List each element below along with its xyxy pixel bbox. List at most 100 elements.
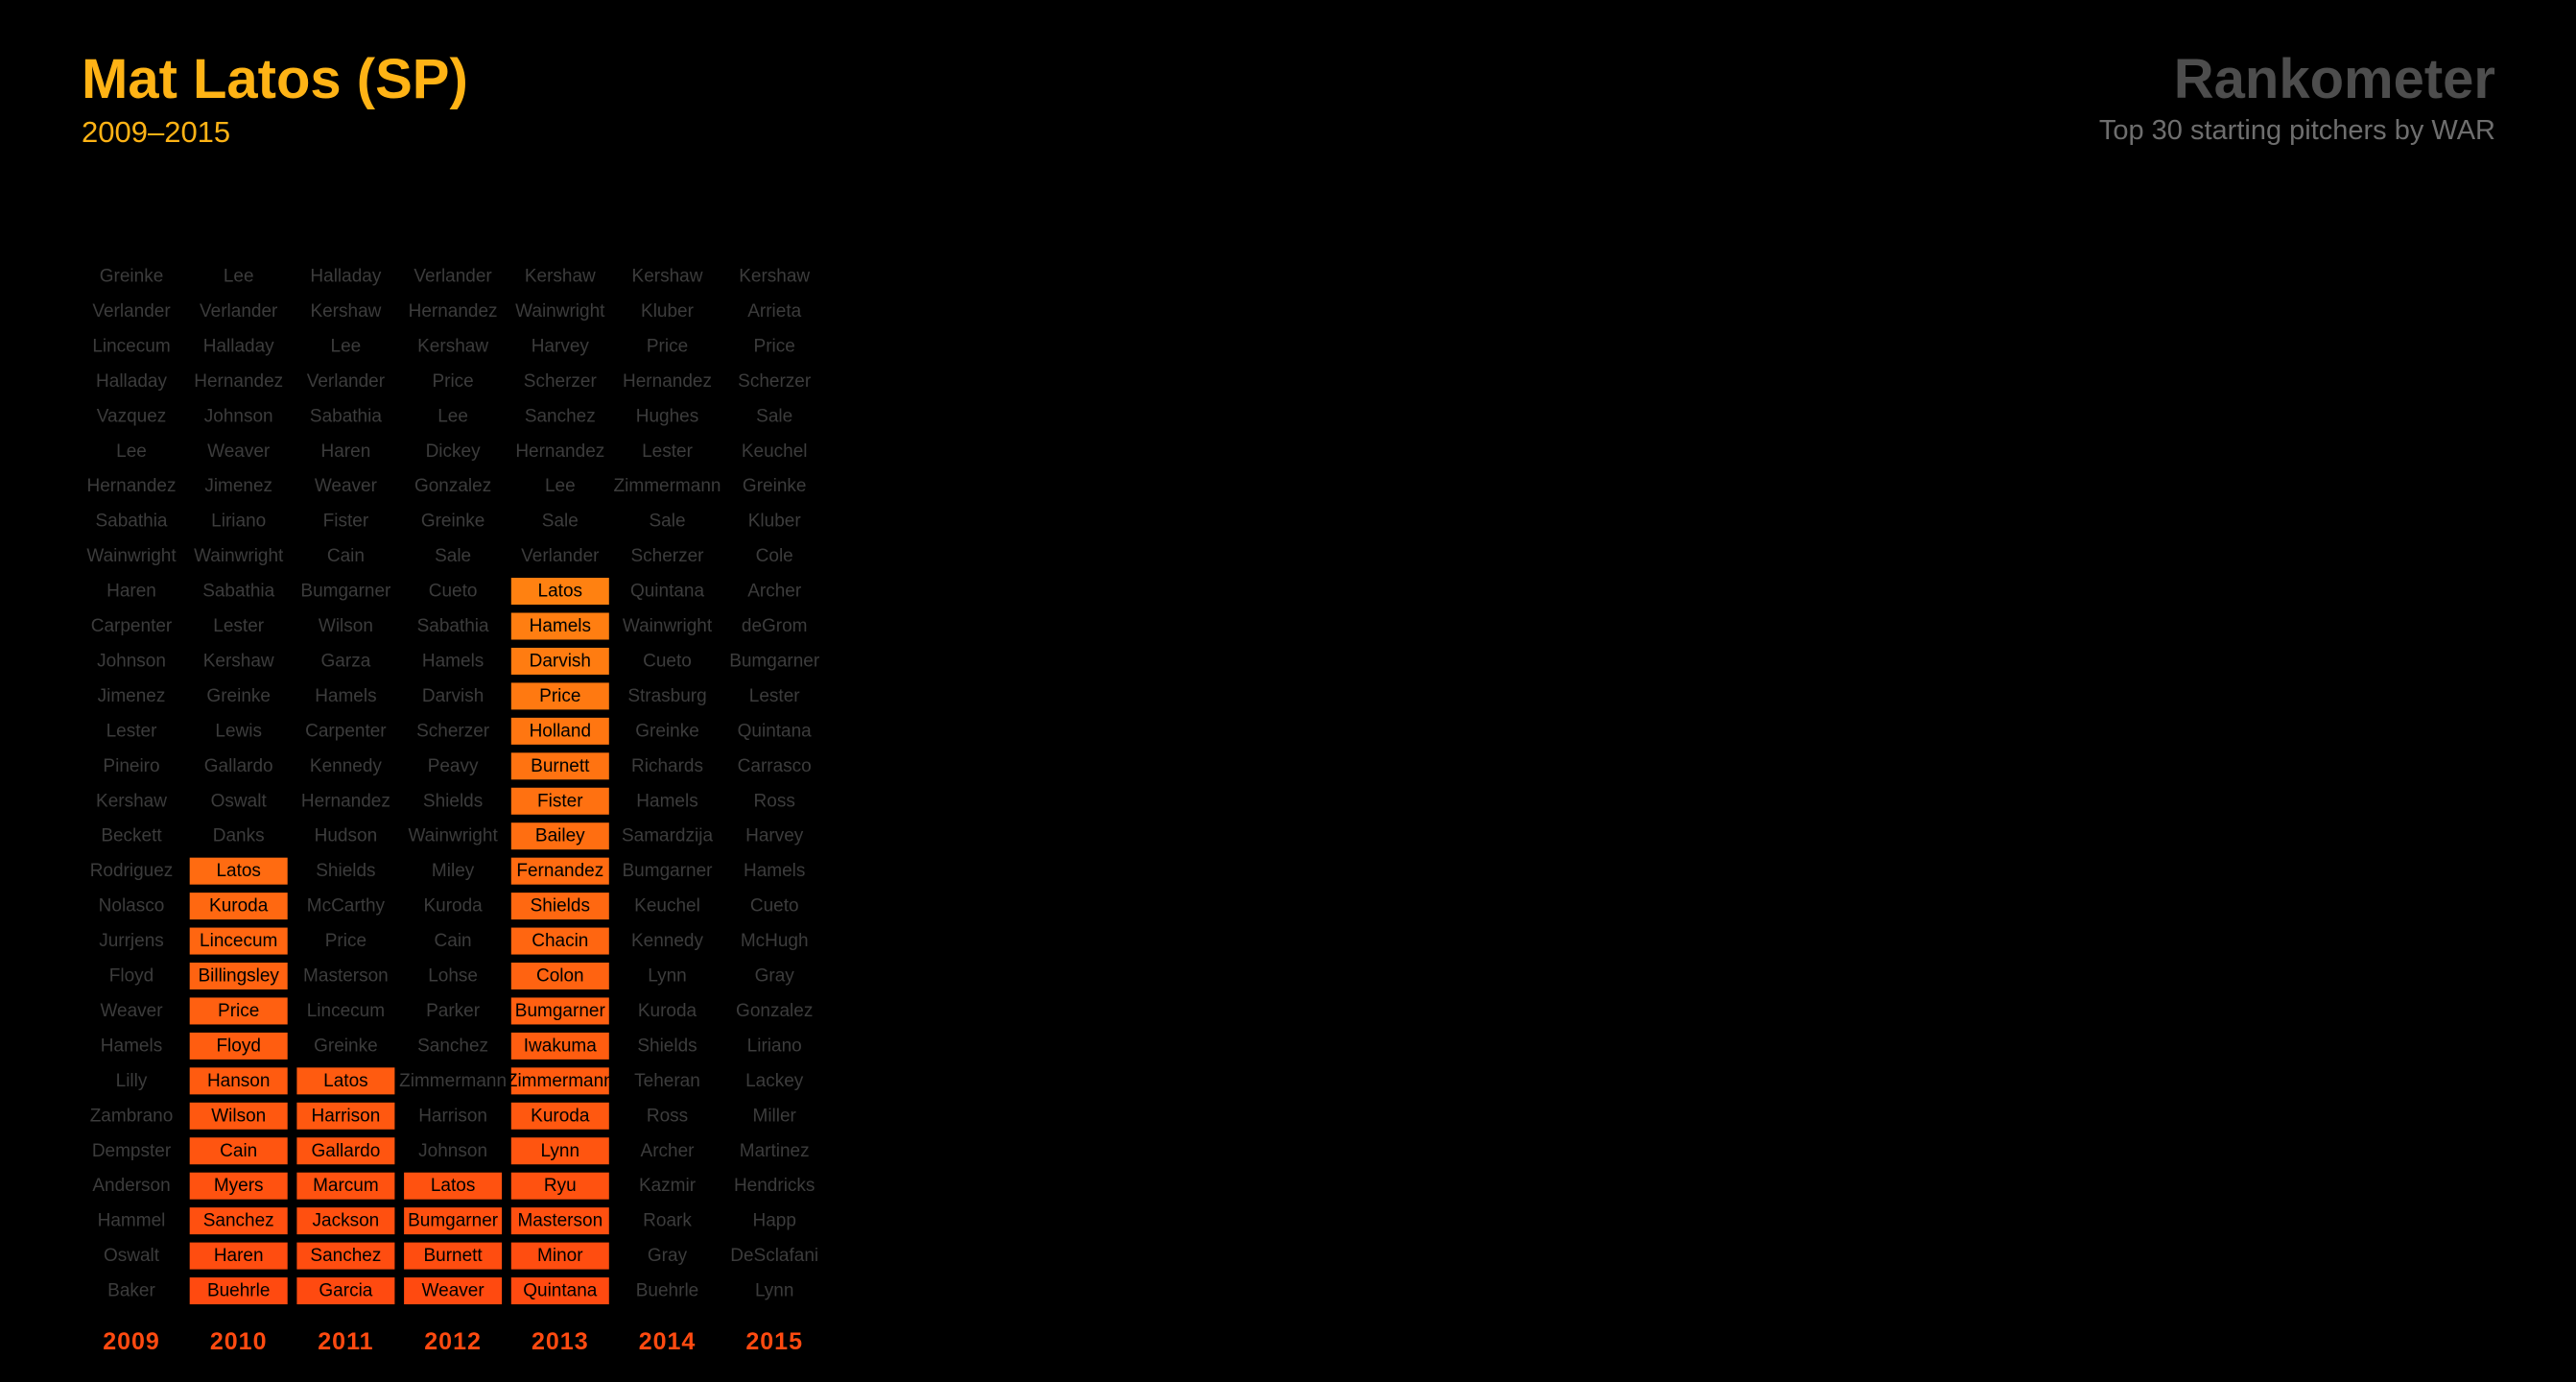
pitcher-name: Keuchel	[742, 441, 808, 462]
pitcher-name: Halladay	[203, 336, 274, 356]
pitcher-name: Wainwright	[86, 546, 177, 566]
pitcher-name: Lee	[331, 336, 362, 356]
pitcher-name: Kershaw	[310, 301, 381, 322]
highlight-cell	[510, 963, 609, 989]
pitcher-name: Danks	[213, 826, 265, 846]
pitcher-name: Vazquez	[97, 406, 167, 426]
year-label: 2010	[210, 1328, 268, 1355]
pitcher-name: Bumgarner	[300, 582, 391, 602]
pitcher-name: Bumgarner	[623, 861, 714, 881]
pitcher-name: Lester	[106, 721, 157, 741]
pitcher-name: Scherzer	[630, 546, 704, 566]
pitcher-name: Greinke	[635, 721, 699, 741]
highlight-cell	[189, 927, 288, 955]
year-label: 2013	[532, 1328, 589, 1355]
pitcher-name: Kuroda	[423, 896, 483, 917]
highlight-cell	[189, 1207, 288, 1235]
pitcher-name: Ross	[647, 1106, 688, 1126]
pitcher-name: Shields	[423, 791, 483, 811]
pitcher-name: Hernandez	[409, 301, 498, 322]
highlighted-pitcher-name: Latos	[323, 1071, 367, 1091]
pitcher-name: Lee	[545, 476, 576, 496]
pitcher-name: Shields	[637, 1036, 697, 1056]
highlighted-pitcher-name: Kuroda	[531, 1106, 590, 1126]
highlight-cell	[510, 1102, 609, 1130]
year-label: 2012	[424, 1328, 482, 1355]
pitcher-name: Gonzalez	[736, 1001, 813, 1021]
highlight-cell	[510, 787, 609, 815]
highlighted-pitcher-name: Hanson	[207, 1071, 271, 1091]
pitcher-name: Verlander	[521, 546, 600, 566]
pitcher-name: Lee	[437, 406, 468, 426]
pitcher-name: Hendricks	[734, 1176, 815, 1196]
pitcher-name: Floyd	[109, 966, 154, 987]
pitcher-name: Oswalt	[211, 791, 268, 811]
pitcher-name: Teheran	[634, 1071, 700, 1091]
pitcher-name: Baker	[107, 1281, 155, 1301]
pitcher-name: Lester	[749, 686, 800, 706]
pitcher-name: Martinez	[740, 1141, 810, 1161]
highlight-cell	[510, 1067, 609, 1095]
highlighted-pitcher-name: Ryu	[544, 1176, 577, 1196]
highlight-cell	[404, 1172, 503, 1200]
pitcher-name: Verlander	[307, 371, 386, 392]
highlighted-pitcher-name: Myers	[214, 1176, 264, 1196]
pitcher-name: Wainwright	[623, 616, 713, 636]
highlight-cell	[296, 1102, 395, 1130]
pitcher-name: Keuchel	[634, 896, 700, 917]
pitcher-name: Verlander	[414, 267, 492, 287]
pitcher-name: Gray	[755, 966, 795, 987]
highlighted-pitcher-name: Darvish	[530, 651, 591, 671]
pitcher-name: Weaver	[315, 476, 378, 496]
brand-tagline: Top 30 starting pitchers by WAR	[2098, 115, 2495, 146]
pitcher-name: Wainwright	[515, 301, 605, 322]
pitcher-name: Parker	[426, 1001, 481, 1021]
pitcher-name: Sabathia	[95, 512, 167, 532]
pitcher-name: Weaver	[207, 441, 271, 462]
pitcher-name: Price	[754, 336, 795, 356]
highlighted-pitcher-name: Floyd	[216, 1036, 260, 1056]
pitcher-name: Hernandez	[87, 476, 177, 496]
pitcher-name: Haren	[321, 441, 371, 462]
highlight-cell	[296, 1172, 395, 1200]
pitcher-name: Halladay	[310, 267, 381, 287]
highlighted-pitcher-name: Price	[539, 686, 580, 706]
year-label: 2014	[639, 1328, 697, 1355]
pitcher-name: Price	[325, 931, 366, 951]
highlight-cell	[296, 1067, 395, 1095]
pitcher-name: Haren	[106, 582, 156, 602]
highlighted-pitcher-name: Price	[218, 1001, 259, 1021]
pitcher-name: Sabathia	[202, 582, 274, 602]
pitcher-name: Bumgarner	[729, 651, 820, 671]
highlighted-pitcher-name: Bailey	[535, 826, 585, 846]
pitcher-name: Cain	[327, 546, 365, 566]
pitcher-name: Richards	[631, 756, 703, 776]
pitcher-name: Quintana	[738, 721, 813, 741]
highlight-cell	[510, 1172, 609, 1200]
pitcher-name: Kershaw	[739, 267, 810, 287]
highlighted-pitcher-name: Latos	[538, 582, 582, 602]
pitcher-name: Cueto	[750, 896, 799, 917]
pitcher-name: Sabathia	[417, 616, 489, 636]
pitcher-name: Quintana	[630, 582, 705, 602]
pitcher-name: Sale	[756, 406, 792, 426]
highlight-cell	[510, 893, 609, 920]
highlighted-pitcher-name: Holland	[530, 721, 591, 741]
pitcher-name: Miller	[753, 1106, 797, 1126]
pitcher-name: Kershaw	[632, 267, 703, 287]
highlight-cell	[510, 1242, 609, 1270]
pitcher-name: Harvey	[745, 826, 804, 846]
highlight-cell	[510, 578, 609, 606]
pitcher-name: Darvish	[422, 686, 484, 706]
highlighted-pitcher-name: Bumgarner	[408, 1211, 499, 1231]
highlight-cell	[510, 822, 609, 850]
pitcher-name: Halladay	[96, 371, 167, 392]
highlight-cell	[404, 1277, 503, 1305]
pitcher-name: Beckett	[101, 826, 162, 846]
pitcher-name: Liriano	[211, 512, 266, 532]
pitcher-name: Kershaw	[417, 336, 488, 356]
pitcher-name: Samardzija	[622, 826, 713, 846]
pitcher-name: Hughes	[636, 406, 699, 426]
chart-subtitle: 2009–2015	[82, 115, 231, 149]
